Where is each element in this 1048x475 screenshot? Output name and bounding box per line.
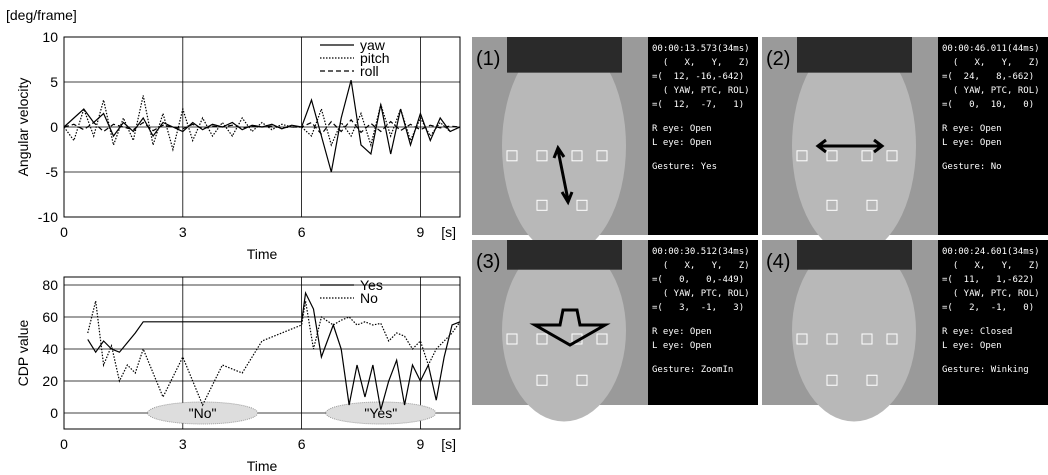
info-line: =( 12, -7, 1): [652, 100, 744, 110]
x-tick-label: 9: [417, 224, 425, 240]
x-tick-label: 3: [179, 436, 187, 452]
info-line: Gesture: Winking: [942, 365, 1029, 375]
annotation: "No": [189, 405, 217, 421]
y-tick-label: 0: [50, 119, 58, 135]
info-line: =( 24, 8,-662): [942, 72, 1034, 82]
info-line: 00:00:24.601(34ms): [942, 247, 1040, 257]
hair: [507, 37, 622, 73]
info-line: ( X, Y, Z): [942, 261, 1040, 271]
hair: [797, 240, 912, 270]
info-line: L eye: Open: [652, 341, 712, 351]
info-line: 00:00:46.011(44ms): [942, 44, 1040, 54]
info-line: R eye: Open: [942, 124, 1002, 134]
info-line: ( YAW, PTC, ROL): [652, 86, 750, 96]
panel-label: (2): [766, 48, 790, 70]
y-tick-label: 80: [42, 277, 58, 293]
x-tick-label: 3: [179, 224, 187, 240]
info-line: R eye: Closed: [942, 327, 1012, 337]
y-tick-label: 60: [42, 309, 58, 325]
info-line: L eye: Open: [652, 138, 712, 148]
y-axis-label: Angular velocity: [15, 78, 31, 177]
info-line: Gesture: No: [942, 162, 1002, 172]
info-line: L eye: Open: [942, 341, 1002, 351]
x-unit: [s]: [441, 224, 456, 240]
x-tick-label: 0: [60, 436, 68, 452]
y-tick-label: -5: [46, 164, 59, 180]
info-line: ( X, Y, Z): [652, 58, 750, 68]
x-tick-label: 6: [298, 436, 306, 452]
y-tick-label: 40: [42, 341, 58, 357]
info-line: =( 0, 0,-449): [652, 275, 744, 285]
figure: -10 -5 0 5 10 0 3 6 9 [s] Time Angular velocity [deg…: [0, 0, 1048, 475]
y-tick-label: 10: [42, 29, 58, 45]
panel-label: (4): [766, 251, 790, 273]
info-line: Gesture: Yes: [652, 162, 717, 172]
x-tick-label: 6: [298, 224, 306, 240]
x-unit: [s]: [441, 436, 456, 452]
info-line: =( 12, -16,-642): [652, 72, 744, 82]
y-unit: [deg/frame]: [6, 7, 77, 23]
y-tick-label: -10: [38, 209, 58, 225]
x-tick-label: 0: [60, 224, 68, 240]
legend-label: No: [360, 290, 378, 306]
series-line: [64, 80, 460, 172]
info-line: 00:00:13.573(34ms): [652, 44, 750, 54]
x-axis-label: Time: [247, 246, 278, 262]
y-tick-label: 20: [42, 373, 58, 389]
info-line: Gesture: ZoomIn: [652, 365, 733, 375]
info-line: ( YAW, PTC, ROL): [652, 289, 750, 299]
info-line: ( X, Y, Z): [652, 261, 750, 271]
info-line: =( 2, -1, 0): [942, 303, 1034, 313]
legend-label: roll: [360, 63, 379, 79]
info-line: ( X, Y, Z): [942, 58, 1040, 68]
info-line: ( YAW, PTC, ROL): [942, 289, 1040, 299]
x-axis-label: Time: [247, 458, 278, 474]
y-tick-label: 5: [50, 74, 58, 90]
info-line: =( 11, 1,-622): [942, 275, 1034, 285]
info-line: =( 0, 10, 0): [942, 100, 1034, 110]
hair: [507, 240, 622, 270]
info-line: R eye: Open: [652, 327, 712, 337]
info-line: R eye: Open: [652, 124, 712, 134]
panel-label: (3): [476, 251, 500, 273]
hair: [797, 37, 912, 73]
info-line: =( 3, -1, 3): [652, 303, 744, 313]
panel-label: (1): [476, 48, 500, 70]
info-line: L eye: Open: [942, 138, 1002, 148]
x-tick-label: 9: [417, 436, 425, 452]
info-line: ( YAW, PTC, ROL): [942, 86, 1040, 96]
y-axis-label: CDP value: [15, 319, 31, 386]
info-line: 00:00:30.512(34ms): [652, 247, 750, 257]
y-tick-label: 0: [50, 405, 58, 421]
